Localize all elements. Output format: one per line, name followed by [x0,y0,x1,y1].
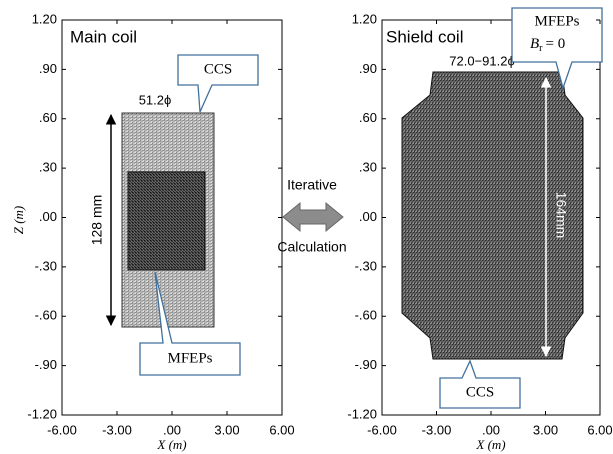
condition-label: Br = 0 [530,36,565,54]
y-tick-label: -.30 [35,258,57,273]
x-tick-label: .00 [163,422,181,437]
x-tick-label: -6.00 [367,422,397,437]
x-tick-label: 6.00 [587,422,612,437]
height-label: 164mm [553,192,569,239]
y-tick-label: -.90 [355,357,377,372]
y-tick-label: .90 [39,61,57,76]
y-tick-label: .00 [39,209,57,224]
y-axis-label: Z (m) [11,206,26,235]
condition-subscript: r [539,43,543,54]
double-arrow [282,201,344,233]
y-tick-label: .60 [39,110,57,125]
y-tick-label: -1.20 [27,406,57,421]
y-tick-label: .00 [359,209,377,224]
callout-label: CCS [204,61,232,77]
y-tick-label: .90 [359,61,377,76]
callout-label: CCS [466,384,494,400]
callout [177,54,259,113]
x-tick-label: .00 [482,422,500,437]
iterative-label: Iterative [287,177,337,193]
x-tick-label: -3.00 [102,422,132,437]
x-axis-label: X (m) [475,437,505,452]
condition-rest: = 0 [546,36,566,52]
y-tick-label: -.90 [35,357,57,372]
callout-label: MFEPs [534,13,579,29]
callout-label: MFEPs [167,350,212,366]
calculation-label: Calculation [277,239,346,255]
panel-title: Shield coil [386,27,464,46]
callout [439,359,521,409]
x-tick-label: -6.00 [47,422,77,437]
y-tick-label: -.60 [355,308,377,323]
y-tick-label: -1.20 [347,406,377,421]
condition-symbol: B [530,36,539,52]
x-tick-label: -3.00 [422,422,452,437]
panels: Main coil 128 mm 51.2ϕ CCS MFEPs Z (m) X… [11,7,613,452]
shield-coil-mesh [401,71,584,360]
y-tick-label: 1.20 [352,11,377,26]
x-tick-label: 3.00 [214,422,239,437]
y-tick-label: -.60 [35,308,57,323]
mfeps-mesh [127,171,206,271]
panel-title: Main coil [70,27,137,46]
diameter-label: 51.2ϕ [139,92,172,107]
y-tick-label: .30 [39,160,57,175]
y-tick-label: .30 [359,160,377,175]
y-tick-label: .60 [359,110,377,125]
x-axis-label: X (m) [156,437,186,452]
callout [511,7,603,91]
height-label: 128 mm [89,195,105,246]
y-tick-label: -.30 [355,258,377,273]
callout [139,271,241,376]
x-tick-label: 6.00 [269,422,294,437]
diameter-label: 72.0−91.2ϕ [449,53,514,68]
x-tick-label: 3.00 [533,422,558,437]
y-tick-label: 1.20 [32,11,57,26]
